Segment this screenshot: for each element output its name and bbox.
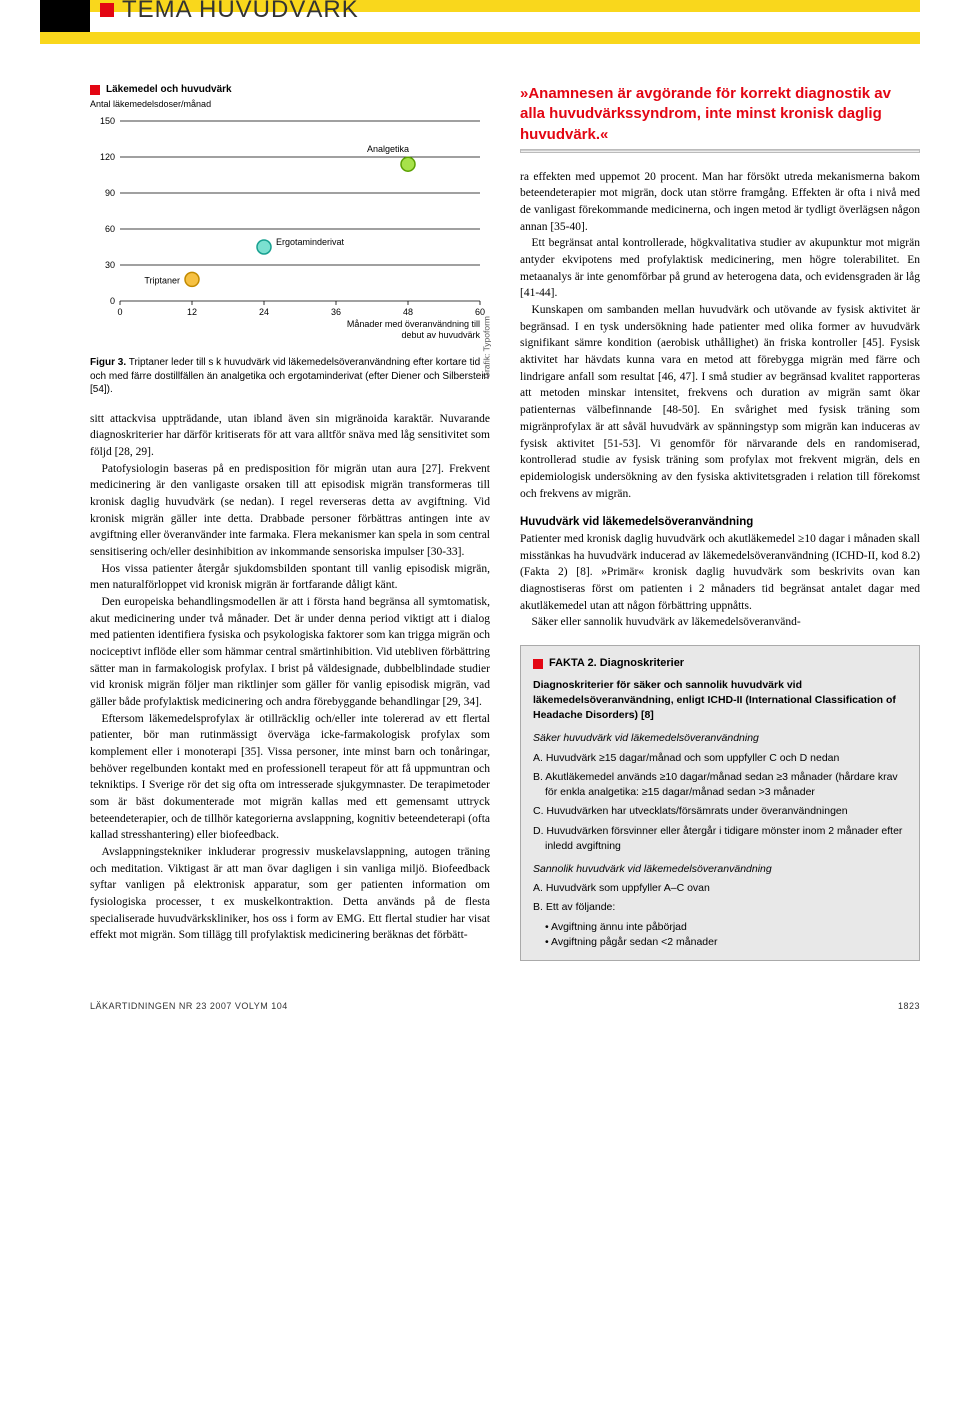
figure-caption: Figur 3. Triptaner leder till s k huvudv…	[90, 356, 490, 397]
fact-bullet: • Avgiftning pågår sedan <2 månader	[533, 935, 907, 950]
chart-credit: Grafik: Typoform	[482, 316, 492, 379]
yellow-bar-2	[40, 32, 920, 44]
svg-text:150: 150	[100, 116, 115, 126]
svg-text:120: 120	[100, 152, 115, 162]
header-band: TEMA HUVUDVÄRK	[40, 0, 920, 44]
footer-page-number: 1823	[898, 1001, 920, 1011]
figure-text: Triptaner leder till s k huvudvärk vid l…	[90, 357, 489, 395]
fact-item: A. Huvudvärk ≥15 dagar/månad och som upp…	[533, 751, 907, 766]
body-para: Den europeiska behandlingsmodellen är at…	[90, 594, 490, 711]
body-para: ra effekten med uppemot 20 procent. Man …	[520, 169, 920, 236]
svg-text:Ergotaminderivat: Ergotaminderivat	[276, 237, 345, 247]
fact-bullet: • Avgiftning ännu inte påbörjad	[533, 920, 907, 935]
chart-legend-title: Läkemedel och huvudvärk	[90, 84, 490, 95]
page-footer: läkartidningen nr 23 2007 volym 104 1823	[90, 1001, 920, 1011]
chart-title-text: Läkemedel och huvudvärk	[106, 84, 232, 95]
svg-text:0: 0	[110, 296, 115, 306]
red-square-icon	[533, 659, 543, 669]
chart-y-label: Antal läkemedelsdoser/månad	[90, 99, 490, 109]
fact-intro: Diagnoskriterier för säker och sannolik …	[533, 678, 907, 724]
svg-text:12: 12	[187, 307, 197, 317]
fact-item: B. Akutläkemedel används ≥10 dagar/månad…	[533, 770, 907, 800]
body-para: Hos vissa patienter återgår sjukdomsbild…	[90, 561, 490, 594]
pull-quote: »Anamnesen är avgörande för korrekt diag…	[520, 84, 920, 145]
svg-text:Månader med överanvändning til: Månader med överanvändning till	[347, 319, 480, 329]
fact-box-title: FAKTA 2. Diagnoskriterier	[533, 656, 907, 672]
svg-text:debut av huvudvärk: debut av huvudvärk	[401, 330, 480, 340]
svg-text:36: 36	[331, 307, 341, 317]
red-square-icon	[90, 85, 100, 95]
body-para: Patienter med kronisk daglig huvudvärk o…	[520, 531, 920, 614]
left-column: Läkemedel och huvudvärk Antal läkemedels…	[90, 84, 490, 961]
body-para: Kunskapen om sambanden mellan huvudvärk …	[520, 302, 920, 502]
body-para: Säker eller sannolik huvudvärk av läkeme…	[520, 614, 920, 631]
fact-item: C. Huvudvärken har utvecklats/försämrats…	[533, 804, 907, 819]
fact-item: B. Ett av följande:	[533, 900, 907, 915]
right-column: »Anamnesen är avgörande för korrekt diag…	[520, 84, 920, 961]
footer-journal: läkartidningen nr 23 2007 volym 104	[90, 1001, 288, 1011]
svg-text:30: 30	[105, 260, 115, 270]
fact-section-title: Sannolik huvudvärk vid läkemedelsöveranv…	[533, 862, 907, 877]
svg-text:Analgetika: Analgetika	[367, 144, 409, 154]
subheading: Huvudvärk vid läkemedelsöveranvändning	[520, 514, 920, 531]
title-text: TEMA HUVUDVÄRK	[122, 0, 359, 24]
body-para: Eftersom läkemedelsprofylax är otillräck…	[90, 711, 490, 844]
page-title: TEMA HUVUDVÄRK	[100, 0, 359, 24]
svg-text:48: 48	[403, 307, 413, 317]
black-tab	[40, 0, 90, 32]
svg-text:90: 90	[105, 188, 115, 198]
body-para: sitt attackvisa uppträdande, utan ibland…	[90, 411, 490, 461]
fact-title-text: FAKTA 2. Diagnoskriterier	[549, 656, 684, 672]
body-para: Ett begränsat antal kontrollerade, högkv…	[520, 235, 920, 302]
quote-divider	[520, 149, 920, 153]
svg-text:24: 24	[259, 307, 269, 317]
red-square-icon	[100, 3, 114, 17]
body-para: Avslappningstekniker inkluderar progress…	[90, 844, 490, 944]
svg-text:60: 60	[105, 224, 115, 234]
body-para: Patofysiologin baseras på en predisposit…	[90, 461, 490, 561]
line-chart: 030609012015001224364860Månader med över…	[90, 111, 490, 341]
fact-item: A. Huvudvärk som uppfyller A–C ovan	[533, 881, 907, 896]
figure-label: Figur 3.	[90, 357, 126, 368]
fact-box: FAKTA 2. Diagnoskriterier Diagnoskriteri…	[520, 645, 920, 961]
fact-item: D. Huvudvärken försvinner eller återgår …	[533, 824, 907, 854]
fact-section-title: Säker huvudvärk vid läkemedelsöveranvänd…	[533, 731, 907, 746]
svg-text:0: 0	[117, 307, 122, 317]
svg-text:Triptaner: Triptaner	[144, 275, 180, 285]
chart-container: Läkemedel och huvudvärk Antal läkemedels…	[90, 84, 490, 346]
